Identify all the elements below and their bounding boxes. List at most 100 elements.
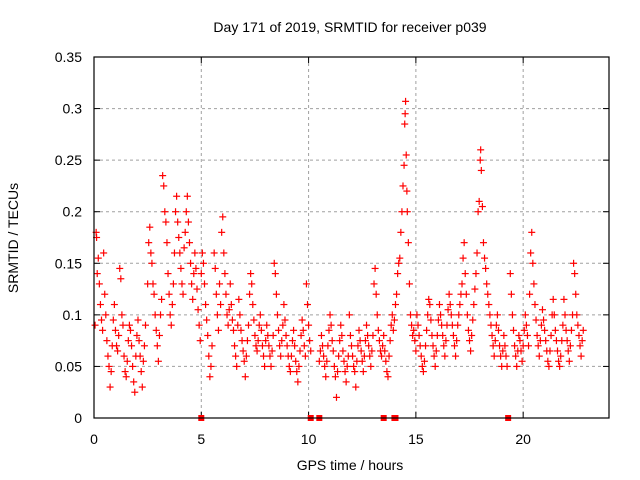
data-point: [217, 301, 225, 309]
data-point: [365, 342, 373, 350]
plot-border: [93, 56, 610, 419]
data-point: [532, 316, 540, 324]
data-point: [379, 342, 387, 350]
data-point: [454, 321, 462, 329]
data-point: [134, 316, 142, 324]
data-point: [387, 321, 395, 329]
data-point: [394, 270, 402, 278]
data-point: [545, 362, 553, 370]
data-point: [439, 331, 447, 339]
grid-lines: [94, 57, 609, 418]
data-point: [111, 326, 119, 334]
y-tick-label: 0.3: [63, 101, 83, 117]
data-point: [299, 326, 307, 334]
data-point: [461, 270, 469, 278]
data-point: [166, 311, 174, 319]
data-point: [324, 342, 332, 350]
data-point: [229, 326, 237, 334]
data-point: [294, 378, 302, 386]
data-point: [146, 223, 154, 231]
data-point: [145, 239, 153, 247]
data-point: [142, 321, 149, 329]
data-point: [467, 347, 475, 355]
data-point: [566, 342, 574, 350]
data-point: [332, 393, 340, 401]
data-point: [257, 326, 265, 334]
data-point: [254, 337, 262, 345]
data-point: [189, 295, 197, 303]
data-point: [162, 218, 170, 226]
data-point: [489, 342, 497, 350]
data-point: [446, 301, 454, 309]
data-point: [288, 337, 296, 345]
data-point: [434, 316, 442, 324]
data-point: [304, 301, 312, 309]
data-point: [251, 331, 259, 339]
data-point: [328, 337, 336, 345]
data-point: [490, 352, 498, 360]
data-point: [222, 290, 230, 298]
data-point: [128, 342, 136, 350]
data-point: [499, 347, 507, 355]
y-tick-label: 0.05: [55, 358, 82, 374]
data-point: [533, 331, 541, 339]
data-point: [578, 337, 586, 345]
data-point: [449, 331, 457, 339]
data-point: [468, 331, 476, 339]
data-point: [483, 280, 491, 288]
data-point: [329, 347, 337, 355]
data-point: [374, 326, 382, 334]
data-point: [109, 316, 117, 324]
data-point: [278, 337, 286, 345]
data-point: [94, 254, 102, 262]
data-point: [565, 357, 573, 365]
data-point: [148, 259, 156, 267]
data-point: [226, 280, 234, 288]
data-point: [367, 362, 375, 370]
data-point: [117, 275, 125, 283]
data-point: [306, 337, 314, 345]
data-point: [246, 290, 254, 298]
y-axis-label: SRMTID / TECUs: [5, 183, 21, 293]
data-point: [123, 357, 131, 365]
data-point: [573, 311, 581, 319]
data-point: [500, 331, 508, 339]
data-point: [99, 326, 107, 334]
data-point: [139, 357, 147, 365]
data-point: [106, 383, 114, 391]
data-point: [335, 352, 343, 360]
data-point: [484, 290, 492, 298]
data-point: [369, 331, 377, 339]
data-point: [538, 306, 546, 314]
data-point: [280, 301, 288, 309]
data-point: [554, 347, 561, 355]
data-point: [199, 259, 207, 267]
data-point: [407, 311, 415, 319]
data-point: [115, 331, 123, 339]
data-point: [247, 270, 255, 278]
data-point: [245, 321, 252, 329]
data-point: [285, 362, 293, 370]
data-point: [307, 347, 315, 355]
data-point: [157, 311, 165, 319]
data-point: [241, 373, 249, 381]
data-point: [154, 357, 162, 365]
data-point: [399, 182, 407, 190]
data-point: [203, 316, 211, 324]
data-point: [528, 228, 536, 236]
data-point: [188, 280, 196, 288]
data-point: [100, 249, 108, 257]
data-point: [411, 337, 419, 345]
data-point: [340, 357, 348, 365]
data-point: [270, 259, 278, 267]
data-point: [551, 326, 559, 334]
data-point: [248, 280, 256, 288]
data-point: [452, 352, 460, 360]
data-point: [107, 368, 115, 376]
data-point: [351, 368, 359, 376]
data-point: [250, 316, 258, 324]
data-point: [405, 280, 413, 288]
data-point: [221, 270, 229, 278]
data-point: [488, 331, 496, 339]
data-point: [481, 254, 489, 262]
